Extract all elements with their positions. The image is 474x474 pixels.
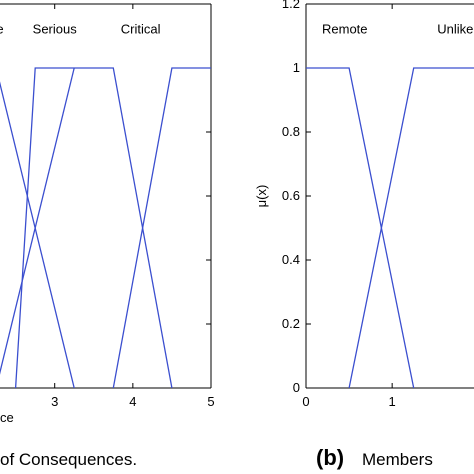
series-line-3 xyxy=(112,67,211,388)
figure-caption: of Consequences. xyxy=(0,450,137,469)
y-tick-label: 1 xyxy=(293,60,300,75)
caption-prefix: (b) xyxy=(316,445,344,470)
y-tick-label: 0 xyxy=(293,380,300,395)
x-tick-label: 3 xyxy=(51,394,58,409)
y-axis-label: μ(x) xyxy=(254,185,269,208)
term-label: Serious xyxy=(33,22,78,37)
x-axis-label: ce xyxy=(0,410,14,425)
y-tick-label: 0.8 xyxy=(282,124,300,139)
series-line-1 xyxy=(0,67,75,375)
term-label: e xyxy=(0,22,4,37)
x-tick-label: 4 xyxy=(129,394,136,409)
x-tick-label: 1 xyxy=(389,394,396,409)
y-tick-label: 1.2 xyxy=(282,0,300,11)
y-tick-label: 0.2 xyxy=(282,316,300,331)
term-label: Remote xyxy=(322,22,368,37)
series-line-1 xyxy=(348,67,474,388)
y-tick-label: 0.4 xyxy=(282,252,300,267)
y-tick-label: 0.6 xyxy=(282,188,300,203)
term-label: Unlikel xyxy=(437,22,474,37)
figure-caption: Members xyxy=(362,450,433,469)
x-tick-label: 0 xyxy=(302,394,309,409)
series-line-2 xyxy=(14,67,173,388)
series-line-0 xyxy=(0,81,75,388)
x-tick-label: 5 xyxy=(207,394,214,409)
chart-a-consequences: 3 4 5 ce e Serious Critical of Consequences. xyxy=(0,3,215,469)
series-line-0 xyxy=(306,67,415,388)
chart-b-membership: 0 1 0 0.2 0.4 0.6 0.8 1 1.2 μ(x) Remote Unlikel (b) M… xyxy=(254,0,474,470)
term-label: Critical xyxy=(121,22,161,37)
